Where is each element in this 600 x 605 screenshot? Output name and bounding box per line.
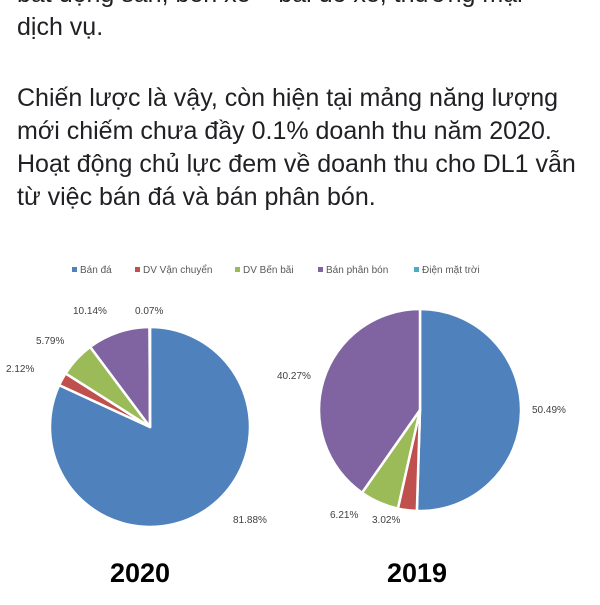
data-label-dien-mat-troi: 0.07%	[135, 306, 163, 317]
legend-label: DV Bến bãi	[243, 264, 294, 276]
chart-legend: Bán đá DV Vận chuyển DV Bến bãi Bán phân bó…	[72, 264, 480, 276]
legend-item-ban-phan-bon: Bán phân bón	[318, 265, 388, 276]
chart-title: 2020	[110, 558, 170, 588]
legend-item-ban-da: Bán đá	[72, 265, 112, 276]
data-label-ban-phan-bon: 10.14%	[73, 306, 107, 317]
legend-label: Điện mặt trời	[422, 265, 480, 276]
legend-item-dv-ben-bai: DV Bến bãi	[235, 264, 294, 276]
legend-item-dv-van-chuyen: DV Vận chuyển	[135, 264, 213, 276]
pie-chart-2020: 81.88% 2.12% 5.79% 10.14% 0.07% 2020	[6, 306, 267, 588]
data-label-dv-van-chuyen: 3.02%	[372, 515, 400, 526]
legend-swatch	[414, 267, 419, 272]
article-paragraph-main: Chiến lược là vậy, còn hiện tại mảng năn…	[17, 82, 587, 214]
legend-label: Bán đá	[80, 265, 112, 276]
data-label-dv-ben-bai: 5.79%	[36, 336, 64, 347]
pie-charts-svg: Bán đá DV Vận chuyển DV Bến bãi Bán phân bó…	[0, 252, 600, 600]
legend-swatch	[72, 267, 77, 272]
chart-title: 2019	[387, 558, 447, 588]
data-label-dv-van-chuyen: 2.12%	[6, 364, 34, 375]
pie-slice-ban-da	[417, 309, 521, 511]
legend-swatch	[318, 267, 323, 272]
legend-label: Bán phân bón	[326, 265, 388, 276]
data-label-ban-da: 81.88%	[233, 515, 267, 526]
legend-swatch	[135, 267, 140, 272]
legend-label: DV Vận chuyển	[143, 264, 213, 276]
revenue-structure-figure: Bán đá DV Vận chuyển DV Bến bãi Bán phân bó…	[0, 252, 600, 600]
legend-swatch	[235, 267, 240, 272]
article-paragraph-top: bất động sản, bến xe – bãi đỗ xe, thương…	[17, 0, 587, 44]
data-label-ban-da: 50.49%	[532, 405, 566, 416]
legend-item-dien-mat-troi: Điện mặt trời	[414, 265, 480, 276]
data-label-ban-phan-bon: 40.27%	[277, 371, 311, 382]
pie-charts: 81.88% 2.12% 5.79% 10.14% 0.07% 2020 50.49% 3.0…	[6, 306, 566, 588]
pie-chart-2019: 50.49% 3.02% 6.21% 40.27% 2019	[277, 309, 566, 588]
data-label-dv-ben-bai: 6.21%	[330, 510, 358, 521]
